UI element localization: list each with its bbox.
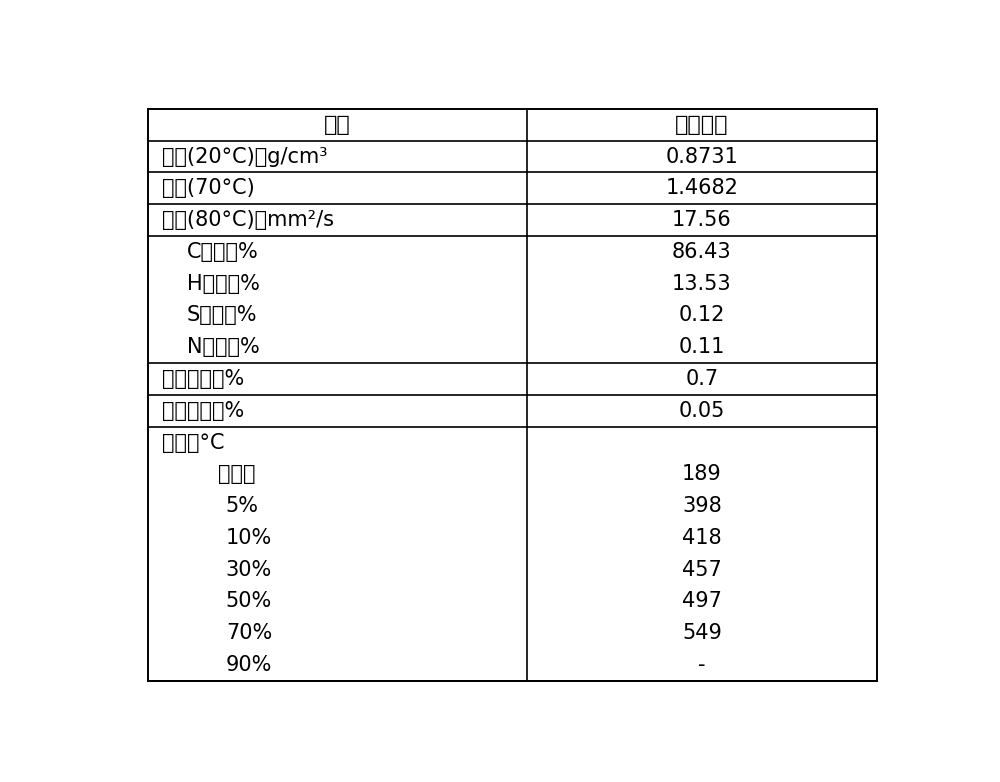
Text: 0.11: 0.11 (679, 337, 725, 357)
Text: 10%: 10% (226, 528, 272, 548)
Text: 项目: 项目 (324, 115, 351, 135)
Text: 86.43: 86.43 (672, 242, 732, 262)
Text: 457: 457 (682, 560, 722, 579)
Text: 90%: 90% (226, 655, 272, 675)
Text: 初馏点: 初馏点 (218, 465, 256, 484)
Text: 0.05: 0.05 (679, 401, 725, 421)
Text: C，重量%: C，重量% (187, 242, 259, 262)
Text: 折光(70°C): 折光(70°C) (162, 178, 255, 199)
Text: H，重量%: H，重量% (187, 274, 260, 294)
Text: 30%: 30% (226, 560, 272, 579)
Text: 70%: 70% (226, 623, 272, 644)
Text: 密度(20°C)，g/cm³: 密度(20°C)，g/cm³ (162, 146, 328, 167)
Text: 0.12: 0.12 (679, 306, 725, 325)
Text: 馏程，°C: 馏程，°C (162, 432, 225, 453)
Text: -: - (698, 655, 706, 675)
Text: 0.8731: 0.8731 (666, 146, 738, 167)
Text: 残炭，重量%: 残炭，重量% (162, 369, 244, 389)
Text: 灰分，重量%: 灰分，重量% (162, 401, 244, 421)
Text: 418: 418 (682, 528, 722, 548)
Text: 分析数据: 分析数据 (675, 115, 729, 135)
Text: 549: 549 (682, 623, 722, 644)
Text: 17.56: 17.56 (672, 210, 732, 230)
Text: N，重量%: N，重量% (187, 337, 260, 357)
Text: 497: 497 (682, 591, 722, 612)
Text: 5%: 5% (226, 496, 259, 516)
Text: 189: 189 (682, 465, 722, 484)
Text: S，重量%: S，重量% (187, 306, 258, 325)
Text: 398: 398 (682, 496, 722, 516)
Text: 0.7: 0.7 (685, 369, 718, 389)
Text: 13.53: 13.53 (672, 274, 732, 294)
Text: 1.4682: 1.4682 (665, 178, 738, 199)
Text: 50%: 50% (226, 591, 272, 612)
Text: 粘度(80°C)，mm²/s: 粘度(80°C)，mm²/s (162, 210, 334, 230)
